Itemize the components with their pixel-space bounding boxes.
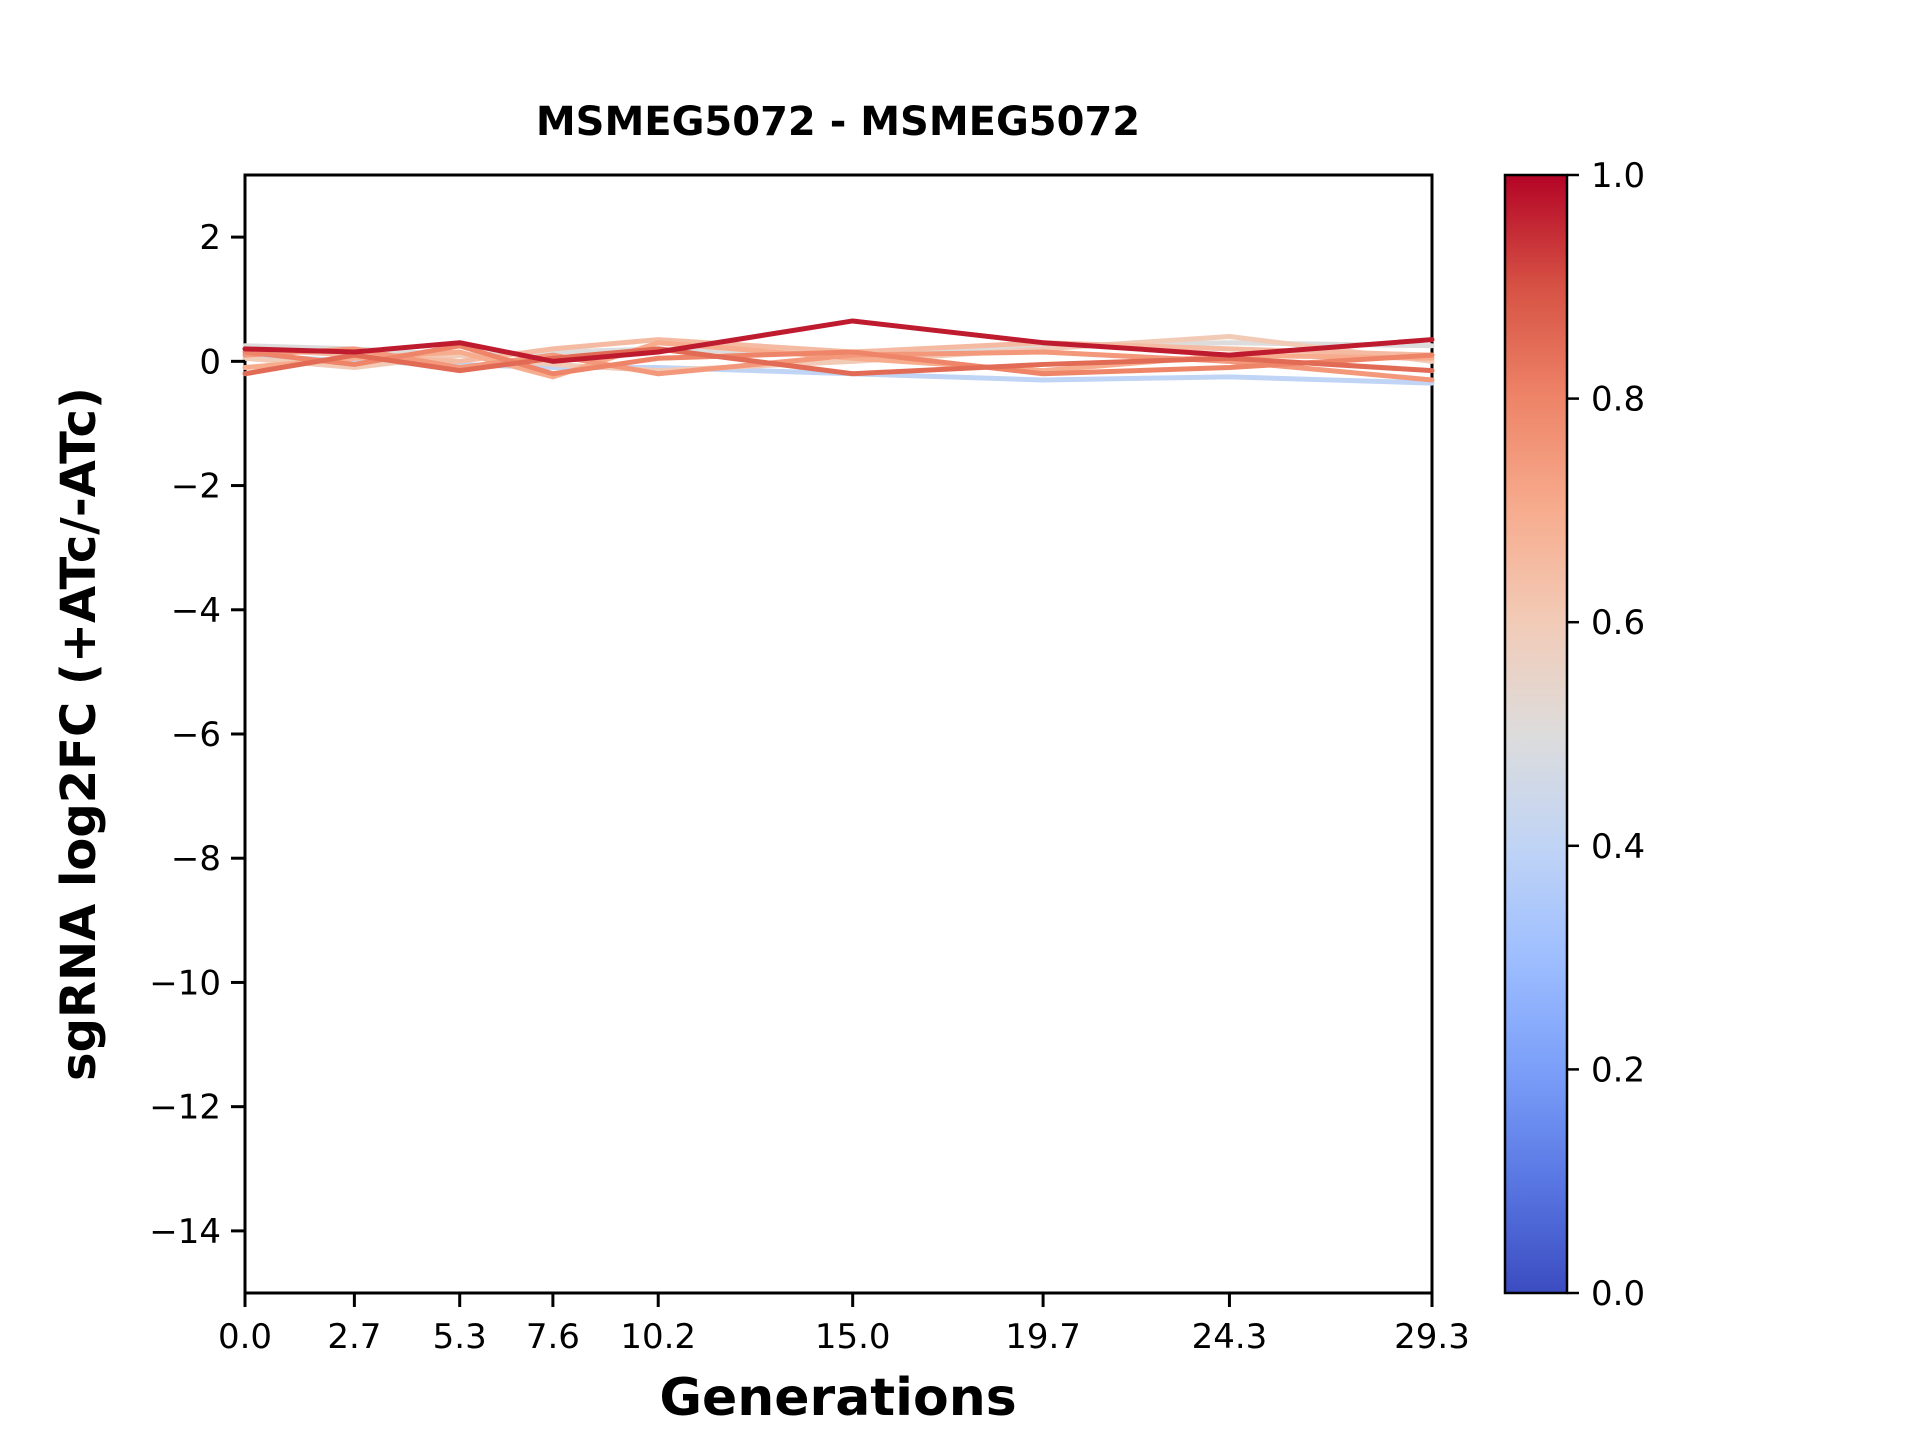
y-tick-label: −10: [149, 963, 221, 1003]
x-tick-label: 15.0: [815, 1317, 891, 1357]
series-line: [242, 318, 1435, 364]
y-tick-label: 0: [199, 342, 221, 382]
x-tick-label: 10.2: [620, 1317, 696, 1357]
colorbar-tick-label: 0.4: [1591, 827, 1645, 867]
x-tick-label: 24.3: [1192, 1317, 1268, 1357]
colorbar: 1.0 0.8 0.6 0.4 0.2 0.0: [1503, 156, 1645, 1314]
x-tick-label: 2.7: [327, 1317, 381, 1357]
x-axis: 0.0 2.7 5.3 7.6 10.2 15.0 19.7 24.3 29.3: [218, 1293, 1470, 1357]
colorbar-frame: [1503, 173, 1569, 1295]
colorbar-tick-label: 0.6: [1591, 603, 1645, 643]
colorbar-tick-label: 0.8: [1591, 380, 1645, 420]
y-axis-label: sgRNA log2FC (+ATc/-ATc): [51, 387, 107, 1081]
series-line: [242, 346, 1435, 377]
colorbar-tick-label: 1.0: [1591, 156, 1645, 196]
y-tick-label: −14: [149, 1212, 221, 1252]
y-tick-label: −2: [171, 467, 221, 507]
series-lines: [242, 318, 1435, 386]
colorbar-tick-label: 0.0: [1591, 1274, 1645, 1314]
y-tick-label: −12: [149, 1088, 221, 1128]
x-axis-label: Generations: [659, 1368, 1016, 1428]
colorbar-gradient: [1505, 175, 1567, 1293]
y-tick-label: −4: [171, 591, 221, 631]
series-line: [242, 333, 1435, 374]
x-tick-label: 29.3: [1394, 1317, 1470, 1357]
y-tick-label: −6: [171, 715, 221, 755]
x-tick-label: 19.7: [1005, 1317, 1081, 1357]
y-tick-label: −8: [171, 839, 221, 879]
x-tick-label: 5.3: [433, 1317, 487, 1357]
y-tick-label: 2: [199, 218, 221, 258]
chart-title: MSMEG5072 - MSMEG5072: [536, 99, 1140, 145]
x-tick-label: 7.6: [526, 1317, 580, 1357]
x-tick-label: 0.0: [218, 1317, 272, 1357]
y-axis: 2 0 −2 −4 −6 −8 −10 −12 −14: [149, 218, 245, 1252]
colorbar-tick-label: 0.2: [1591, 1050, 1645, 1090]
